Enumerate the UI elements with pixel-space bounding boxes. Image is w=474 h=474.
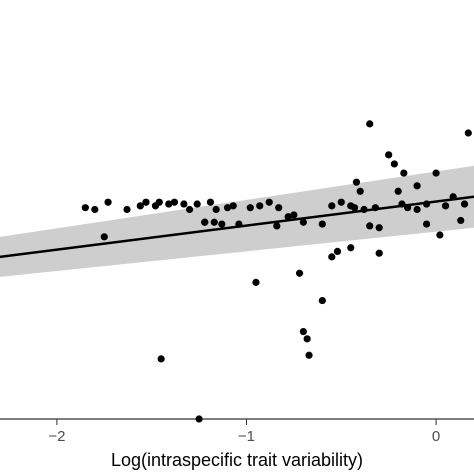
x-ticks-layer: −2 −1 0	[48, 419, 440, 445]
data-point	[123, 205, 131, 214]
data-point	[295, 269, 304, 277]
data-point	[303, 335, 311, 343]
data-point	[413, 205, 421, 214]
data-point	[347, 244, 355, 252]
data-point	[284, 213, 292, 221]
data-point	[385, 151, 393, 159]
data-point	[210, 218, 218, 226]
x-tick-label: −1	[238, 428, 255, 445]
x-tick-label: 0	[432, 428, 440, 445]
data-point	[275, 204, 283, 212]
data-point	[457, 216, 465, 225]
data-point	[333, 247, 342, 255]
data-point	[460, 200, 469, 208]
data-point	[366, 222, 374, 230]
data-point	[100, 233, 108, 241]
data-point	[305, 351, 313, 359]
data-point	[142, 198, 150, 206]
data-point	[91, 205, 99, 214]
data-point	[290, 211, 298, 219]
data-point	[404, 204, 412, 212]
data-point	[318, 220, 326, 228]
data-point	[246, 204, 254, 212]
data-point	[371, 204, 380, 212]
data-point	[229, 202, 237, 210]
data-point	[104, 198, 112, 206]
data-point	[356, 187, 364, 195]
data-point	[337, 198, 345, 206]
data-point	[170, 198, 179, 206]
data-point	[265, 198, 273, 206]
data-point	[155, 198, 163, 206]
data-point	[206, 198, 215, 206]
data-point	[273, 222, 281, 230]
data-point	[423, 200, 431, 208]
data-point	[366, 120, 374, 128]
data-point	[441, 202, 450, 210]
x-tick-label: −2	[48, 428, 65, 445]
data-point	[299, 327, 307, 336]
data-point	[252, 278, 260, 286]
data-point	[375, 224, 383, 232]
data-point	[223, 204, 232, 212]
data-point	[449, 193, 457, 201]
data-point	[400, 169, 408, 177]
data-point	[165, 200, 173, 208]
data-point	[201, 218, 209, 226]
data-point	[318, 296, 326, 305]
data-point	[423, 220, 431, 228]
data-point	[212, 205, 220, 214]
data-point	[432, 169, 440, 177]
data-point	[394, 187, 402, 195]
data-point	[256, 202, 264, 210]
data-point	[235, 220, 243, 228]
data-point	[375, 249, 383, 257]
data-point	[436, 231, 444, 239]
data-point	[352, 178, 361, 186]
data-point	[157, 355, 165, 363]
data-point	[350, 204, 359, 212]
data-point	[328, 202, 336, 210]
data-point	[193, 200, 201, 208]
data-point	[136, 202, 144, 210]
data-point	[413, 182, 421, 190]
data-point	[299, 218, 307, 226]
data-point	[218, 220, 226, 228]
data-points-layer	[81, 120, 472, 423]
data-point	[464, 129, 472, 137]
data-point	[81, 204, 89, 212]
data-point	[180, 200, 188, 208]
data-point	[390, 160, 398, 168]
x-axis-title: Log(intraspecific trait variability)	[111, 450, 363, 470]
data-point	[360, 205, 368, 214]
data-point	[398, 200, 406, 208]
data-point	[186, 205, 194, 214]
data-point	[328, 253, 336, 261]
